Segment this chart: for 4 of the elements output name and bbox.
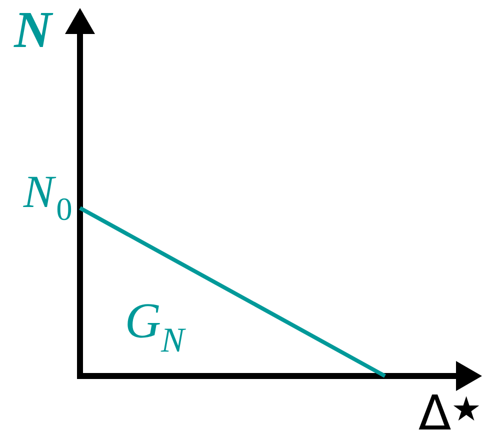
x-axis-title: Δ$^{★}$ [418,394,480,430]
text: N$_{0}$ [23,176,72,220]
annotation: G$_{N}$ [128,304,186,352]
y-axis-title: N [14,12,54,48]
